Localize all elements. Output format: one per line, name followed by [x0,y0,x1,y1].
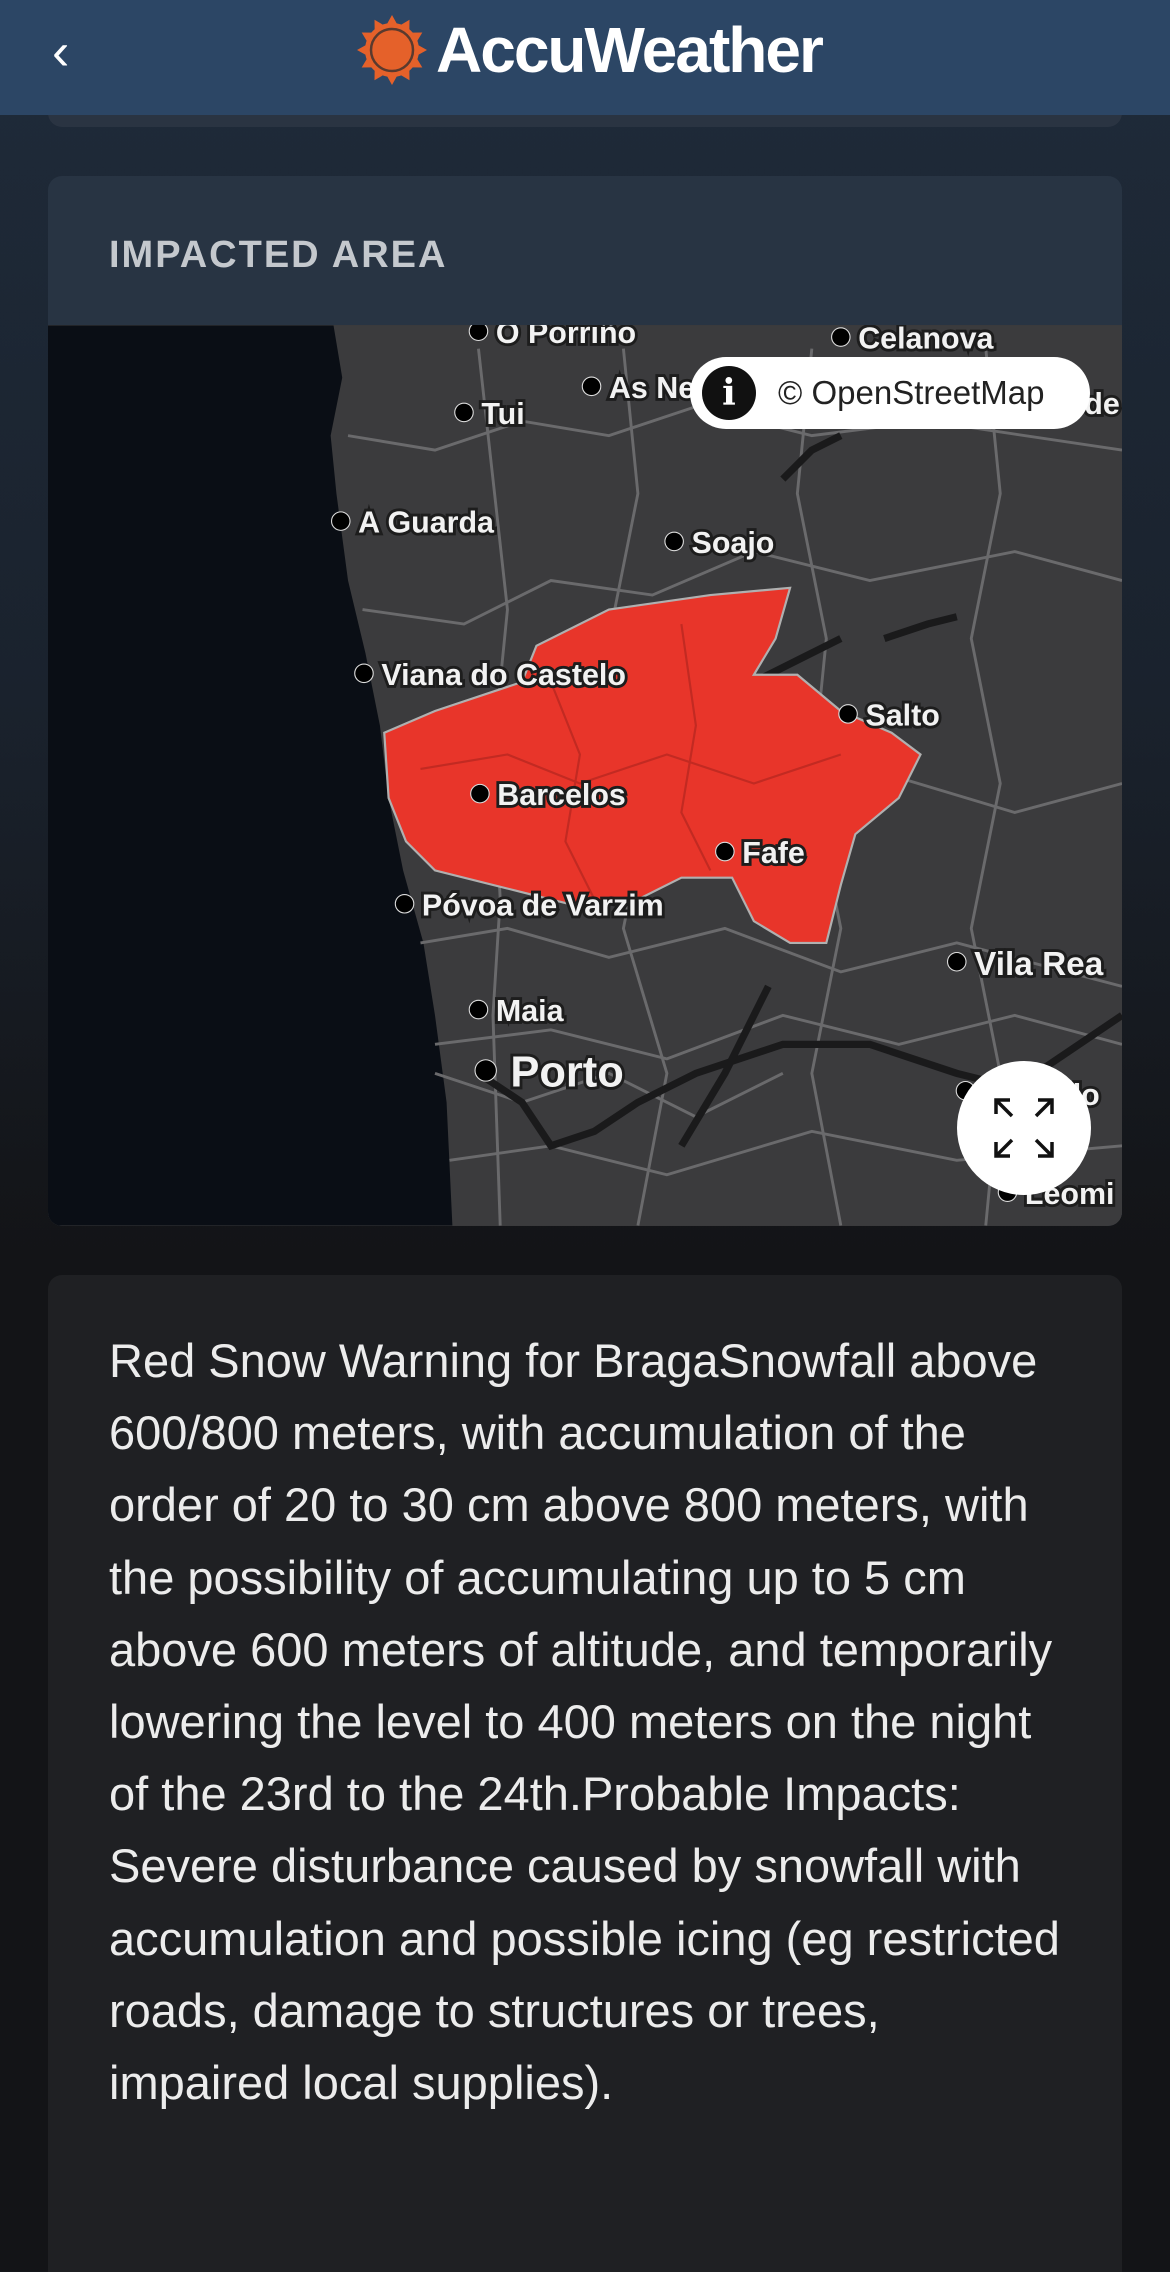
warning-description-card: Red Snow Warning for BragaSnowfall above… [48,1275,1122,2272]
map-canvas[interactable]: O Porriño Celanova Tui As Ne de A Guarda… [48,325,1122,1226]
ocean [48,325,453,1226]
city-salto: Salto [838,696,943,735]
svg-text:Vila Rea: Vila Rea [974,946,1104,983]
svg-text:Salto: Salto [865,698,939,732]
chevron-left-icon: ‹ [52,23,70,81]
svg-text:Viana do Castelo: Viana do Castelo [381,658,626,692]
svg-text:Fafe: Fafe [742,836,805,870]
svg-text:Soajo: Soajo [692,526,775,560]
svg-text:Maia: Maia [496,994,565,1028]
accuweather-logo: AccuWeather [356,14,824,86]
city-porrino: O Porriño [468,325,639,353]
back-button[interactable]: ‹ [52,22,92,82]
city-porto: Porto [474,1045,627,1099]
svg-text:A Guarda: A Guarda [358,506,495,540]
app-header: ‹ AccuWeather [0,0,1170,115]
svg-text:Póvoa de Varzim: Póvoa de Varzim [422,888,664,922]
city-tui: Tui [454,394,528,434]
city-maia: Maia [468,991,567,1031]
city-viana: Viana do Castelo [354,655,629,695]
svg-text:Celanova: Celanova [858,325,994,356]
info-icon[interactable]: i [702,366,756,420]
warning-description: Red Snow Warning for BragaSnowfall above… [109,1334,1060,2110]
svg-text:O Porriño: O Porriño [496,325,636,350]
city-a-guarda: A Guarda [330,503,498,543]
city-labels: O Porriño Celanova Tui As Ne de A Guarda… [330,325,1122,1214]
svg-text:As Ne: As Ne [609,371,695,405]
city-soajo: Soajo [664,523,777,563]
section-title: IMPACTED AREA [109,234,448,276]
map[interactable]: O Porriño Celanova Tui As Ne de A Guarda… [48,325,1122,1226]
city-fafe: Fafe [715,833,808,873]
city-povoa: Póvoa de Varzim [394,885,667,925]
sun-logo-icon [357,15,427,85]
svg-text:Tui: Tui [481,397,524,431]
city-vila-real: Vila Rea [946,943,1107,986]
attribution-text: © OpenStreetMap [778,374,1045,411]
impacted-area-card: IMPACTED AREA [48,176,1122,1226]
city-as-neves: As Ne [581,368,698,408]
expand-icon [994,1098,1054,1158]
svg-text:Barcelos: Barcelos [497,778,626,812]
svg-text:Porto: Porto [510,1048,624,1096]
warning-area [383,586,922,944]
brand-name: AccuWeather [436,14,824,86]
expand-map-button[interactable] [957,1061,1091,1195]
map-attribution-button[interactable]: i © OpenStreetMap [690,357,1090,429]
city-barcelos: Barcelos [470,775,629,815]
city-celanova: Celanova [831,325,997,359]
